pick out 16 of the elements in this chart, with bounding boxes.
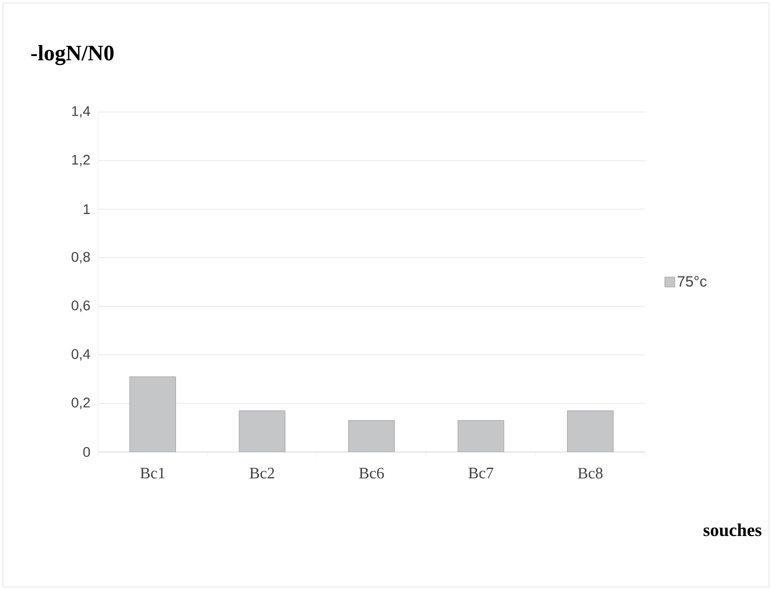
x-tick-label: Bc6 — [359, 468, 384, 478]
y-tick-label: 1,4 — [72, 106, 90, 118]
x-tick-label: Bc2 — [250, 468, 274, 478]
y-tick-label: 1 — [84, 204, 90, 214]
legend-label: 75°c — [678, 276, 707, 287]
y-tick-label: 0,4 — [72, 349, 90, 361]
x-axis-title: souches — [704, 524, 762, 536]
chart-title: -logN/N0 — [31, 45, 114, 66]
x-tick-label: Bc8 — [578, 468, 603, 479]
x-tick-label: Bc7 — [468, 468, 494, 478]
y-tick-label: 0,8 — [72, 252, 90, 264]
x-tick-label: Bc1 — [140, 468, 165, 478]
y-tick-label: 1,2 — [72, 154, 90, 166]
y-tick-label: 0 — [83, 447, 90, 457]
y-tick-label: 0,2 — [72, 398, 90, 410]
y-tick-label: 0,6 — [72, 300, 90, 312]
